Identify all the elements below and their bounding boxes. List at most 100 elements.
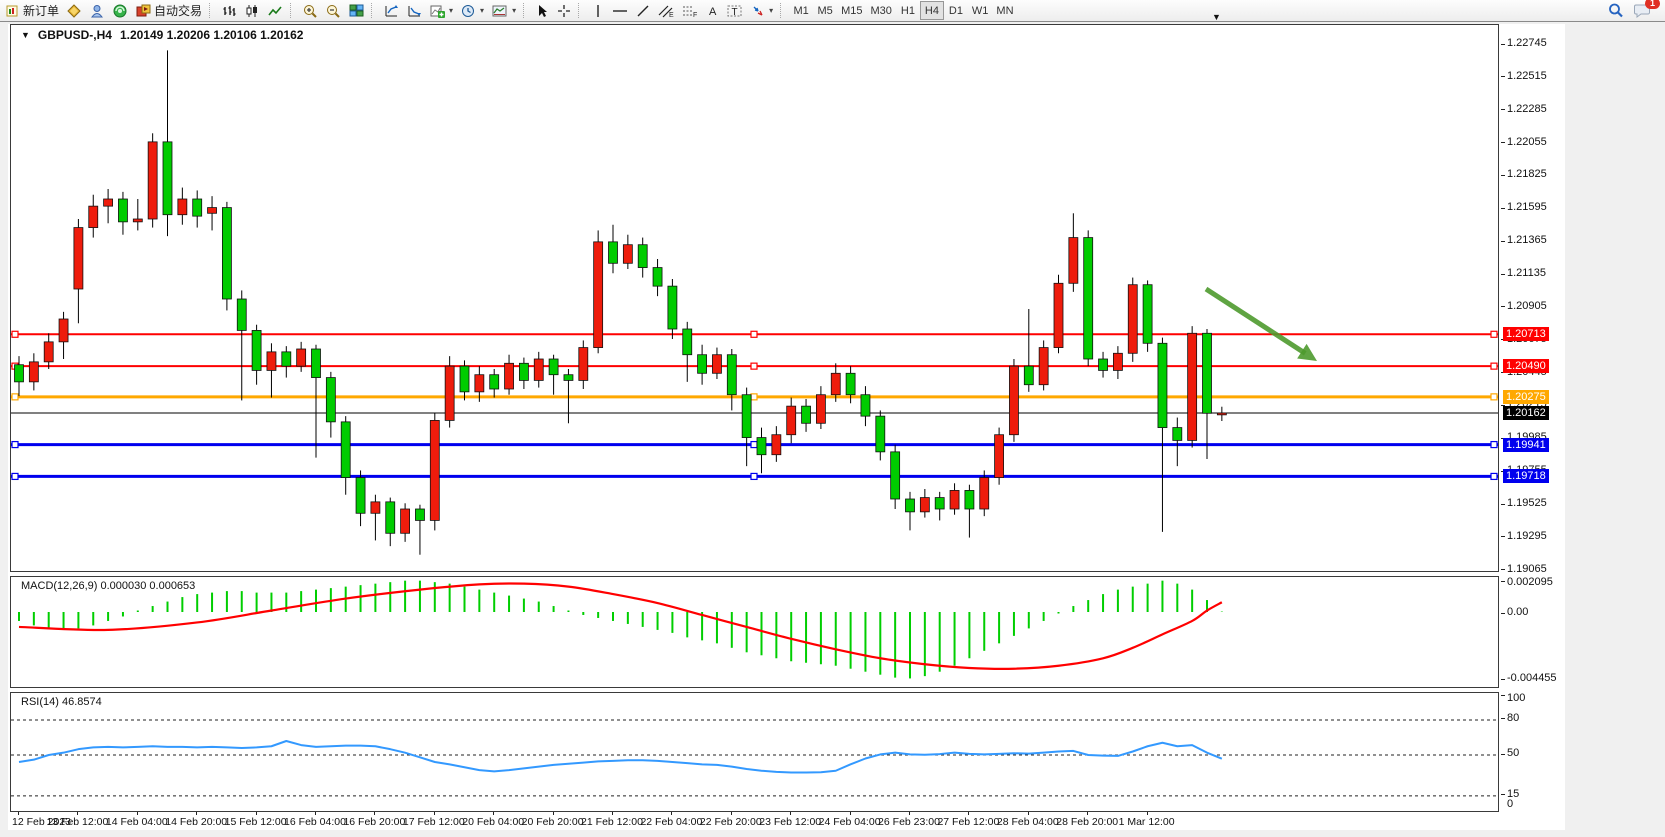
add-indicator-button[interactable]: ▾ — [426, 1, 457, 20]
data-window-button[interactable] — [86, 1, 109, 20]
template-icon — [492, 4, 508, 18]
rsi-canvas[interactable] — [11, 693, 1498, 811]
dropdown-caret-icon: ▾ — [512, 6, 517, 15]
time-tick-mark — [1146, 812, 1148, 815]
zoom-out-button[interactable] — [322, 1, 345, 20]
time-axis-label: 28 Feb 20:00 — [1056, 816, 1119, 828]
period-button[interactable]: ▾ — [457, 1, 488, 20]
timeframe-mn[interactable]: MN — [992, 1, 1017, 20]
timeframe-m30[interactable]: M30 — [867, 1, 896, 20]
timeframe-m15[interactable]: M15 — [837, 1, 866, 20]
svg-text:T: T — [732, 7, 738, 18]
timeframe-d1[interactable]: D1 — [944, 1, 968, 20]
dropdown-caret-icon: ▾ — [449, 6, 454, 15]
horizontal-line-tool-button[interactable] — [608, 1, 632, 20]
time-tick-mark — [849, 812, 851, 815]
time-tick-mark — [196, 812, 198, 815]
time-axis-label: 22 Feb 20:00 — [699, 816, 762, 828]
time-tick-mark — [18, 812, 19, 815]
time-axis-label: 26 Feb 23:00 — [878, 816, 940, 828]
rsi-tick-mark — [1501, 794, 1505, 796]
price-tick-label: 1.22055 — [1507, 135, 1547, 148]
ohlc-values: 1.20149 1.20206 1.20106 1.20162 — [119, 28, 304, 42]
hline-price-badge: 1.20713 — [1503, 327, 1549, 342]
trendline-tool-button[interactable] — [632, 1, 654, 20]
macd-label: MACD(12,26,9) 0.000030 0.000653 — [21, 580, 196, 592]
time-axis-label: 14 Feb 20:00 — [165, 816, 228, 828]
clock-icon — [461, 4, 476, 18]
timeframe-h4[interactable]: H4 — [919, 1, 944, 20]
macd-pane[interactable]: MACD(12,26,9) 0.000030 0.000653 — [10, 576, 1499, 688]
new-order-button[interactable]: 新订单 — [2, 1, 63, 20]
trendline-icon — [636, 4, 650, 18]
bar-chart-mode-button[interactable] — [218, 1, 241, 20]
rsi-pane[interactable]: RSI(14) 46.8574 — [10, 692, 1499, 812]
toolbar-separator — [371, 3, 376, 18]
price-tick-mark — [1501, 240, 1505, 242]
label-tool-button[interactable]: T — [723, 1, 747, 20]
vertical-line-tool-button[interactable] — [587, 1, 608, 20]
timeframe-w1[interactable]: W1 — [968, 1, 993, 20]
tile-windows-button[interactable] — [345, 1, 368, 20]
text-tool-button[interactable]: A — [702, 1, 723, 20]
equidistant-channel-tool-button[interactable]: E — [654, 1, 678, 20]
time-tick-mark — [909, 812, 910, 815]
macd-axis[interactable]: 0.002095 0.00 -0.004455 — [1501, 576, 1563, 688]
fibonacci-icon: F — [682, 4, 698, 18]
time-axis-label: 16 Feb 20:00 — [343, 816, 406, 828]
template-button[interactable]: ▾ — [488, 1, 520, 20]
time-tick-mark — [1027, 812, 1029, 815]
toolbar-separator — [780, 3, 785, 18]
price-chart-canvas[interactable] — [11, 25, 1498, 571]
price-tick-mark — [1501, 503, 1505, 505]
indicator-subwindow-button[interactable] — [403, 1, 426, 20]
signals-button[interactable] — [109, 1, 132, 20]
new-order-icon — [6, 4, 20, 18]
time-axis-label: 23 Feb 12:00 — [759, 816, 822, 828]
arrows-tool-button[interactable]: ▾ — [747, 1, 777, 20]
zoom-in-button[interactable] — [299, 1, 322, 20]
line-chart-mode-button[interactable] — [264, 1, 287, 20]
price-tick-mark — [1501, 76, 1505, 78]
time-tick-mark — [77, 812, 79, 815]
cursor-tool-button[interactable] — [532, 1, 553, 20]
symbol-dropdown-icon[interactable]: ▼ — [21, 30, 30, 40]
macd-tick-mark — [1501, 678, 1505, 680]
price-chart-pane[interactable]: ▼ GBPUSD-,H4 1.20149 1.20206 1.20106 1.2… — [10, 24, 1499, 572]
toolbar-overflow-icon[interactable]: ▼ — [1212, 12, 1221, 22]
autotrading-button[interactable]: 自动交易 — [132, 1, 206, 20]
search-button[interactable] — [1604, 1, 1628, 20]
timeframe-h1[interactable]: H1 — [896, 1, 920, 20]
price-tick-mark — [1501, 207, 1505, 209]
time-axis-label: 12 Feb 2023 — [12, 816, 71, 828]
price-tick-label: 1.20905 — [1507, 299, 1547, 312]
price-axis[interactable]: 1.22745 1.22515 1.22285 1.22055 1.21825 1.215… — [1501, 24, 1563, 575]
rsi-axis[interactable]: 100 80 50 15 0 — [1501, 692, 1563, 813]
svg-text:F: F — [693, 12, 697, 18]
rsi-label: RSI(14) 46.8574 — [21, 696, 102, 708]
fibonacci-tool-button[interactable]: F — [678, 1, 702, 20]
macd-canvas[interactable] — [11, 577, 1498, 687]
time-tick-mark — [433, 812, 435, 815]
search-icon — [1608, 3, 1624, 18]
time-tick-mark — [493, 812, 495, 815]
timeframe-m1[interactable]: M1 — [789, 1, 813, 20]
price-tick-mark — [1501, 306, 1505, 308]
timeframe-m5[interactable]: M5 — [813, 1, 837, 20]
macd-tick-label: -0.004455 — [1507, 672, 1557, 685]
notifications-button[interactable]: 1 — [1630, 0, 1660, 20]
time-axis[interactable]: 12 Feb 2023 13 Feb 12:00 14 Feb 04:00 14 Fe… — [10, 812, 1563, 830]
rsi-tick-label: 0 — [1507, 798, 1514, 810]
candlestick-mode-button[interactable] — [241, 1, 264, 20]
indicator-window-button[interactable] — [380, 1, 403, 20]
macd-tick-label: 0.002095 — [1507, 576, 1553, 588]
time-tick-mark — [552, 812, 554, 815]
price-tick-label: 1.21825 — [1507, 168, 1547, 181]
price-tick-label: 1.21595 — [1507, 201, 1547, 214]
market-watch-button[interactable] — [63, 1, 86, 20]
rsi-tick-mark — [1501, 753, 1505, 755]
crosshair-tool-button[interactable] — [553, 1, 575, 20]
price-tick-label: 1.22515 — [1507, 69, 1547, 82]
price-tick-mark — [1501, 43, 1505, 45]
price-tick-mark — [1501, 404, 1505, 406]
